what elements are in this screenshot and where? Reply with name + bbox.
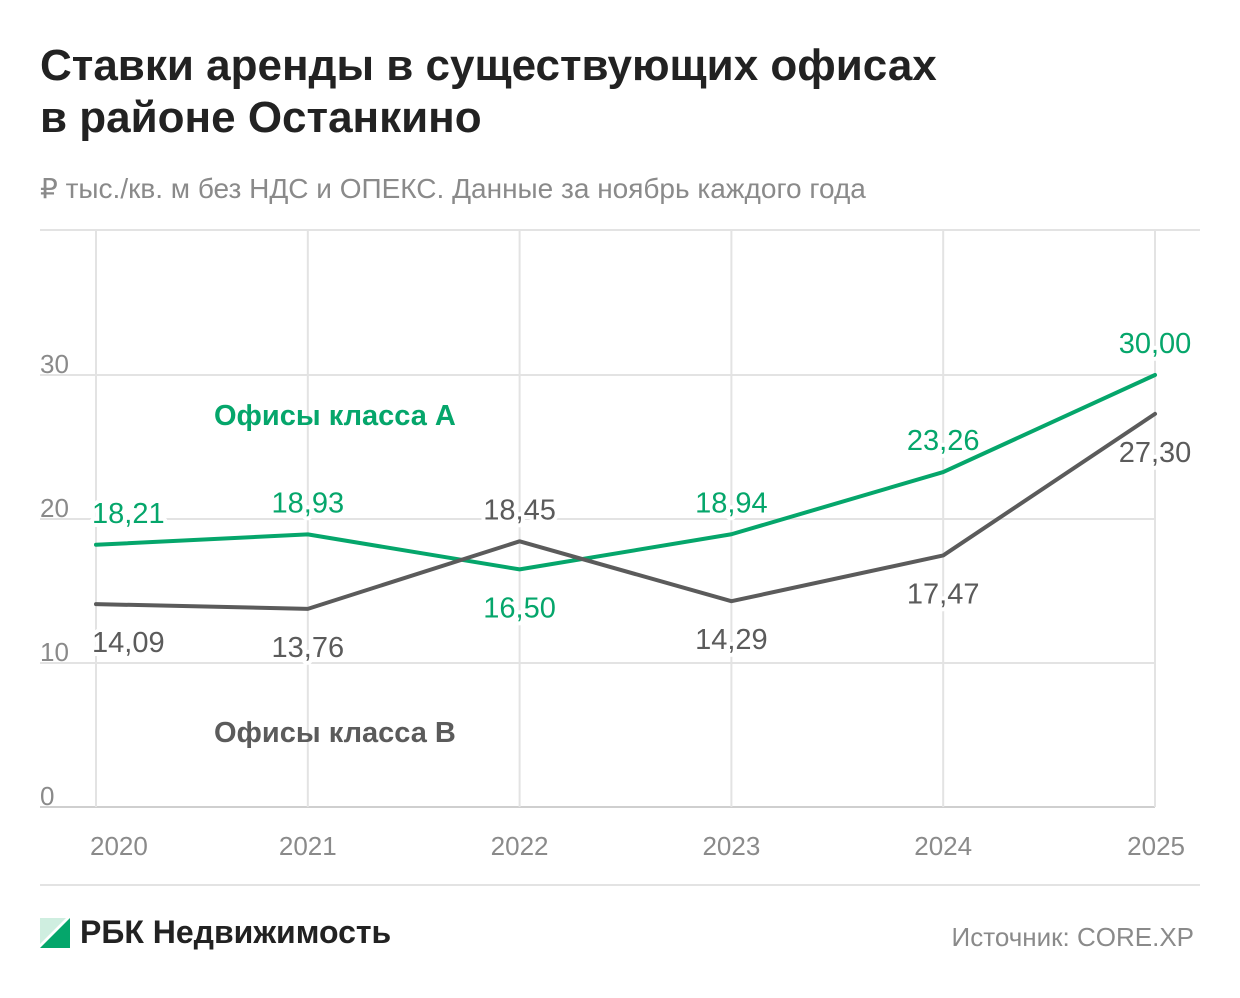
chart-title: Ставки аренды в существующих офисах в ра…	[40, 40, 1200, 144]
y-tick-label: 30	[40, 349, 69, 379]
x-tick-label: 2025	[1127, 831, 1185, 861]
y-tick-label: 10	[40, 637, 69, 667]
x-tick-label: 2022	[491, 831, 549, 861]
chart-title-line-2: в районе Останкино	[40, 93, 482, 142]
series-name-class-b: Офисы класса В	[214, 717, 456, 749]
data-label-class-a: 18,21	[92, 498, 165, 530]
data-label-class-b: 17,47	[907, 578, 980, 610]
y-tick-label: 20	[40, 493, 69, 523]
data-label-class-a: 16,50	[483, 592, 556, 624]
data-label-class-b: 13,76	[272, 632, 345, 664]
bottom-divider	[40, 884, 1200, 886]
data-label-class-b: 27,30	[1119, 437, 1192, 469]
data-label-class-a: 18,94	[695, 487, 768, 519]
data-label-class-a: 30,00	[1119, 328, 1192, 360]
data-label-class-b: 14,09	[92, 627, 165, 659]
data-label-class-b: 18,45	[483, 494, 556, 526]
data-label-class-a: 23,26	[907, 425, 980, 457]
brand-logo: РБК Недвижимость	[40, 914, 391, 951]
top-divider	[40, 229, 1200, 231]
series-line-class-b	[94, 411, 1157, 611]
series-line-class-a	[94, 373, 1157, 572]
data-label-class-a: 18,93	[272, 487, 345, 519]
rbc-logo-icon	[40, 917, 70, 948]
chart-subtitle: ₽ тыс./кв. м без НДС и ОПЕКС. Данные за …	[40, 173, 866, 204]
data-label-class-b: 14,29	[695, 624, 768, 656]
series-name-class-a: Офисы класса А	[214, 400, 456, 432]
x-tick-label: 2021	[279, 831, 337, 861]
y-tick-label: 0	[40, 781, 54, 811]
x-tick-label: 2020	[90, 831, 148, 861]
x-tick-label: 2024	[914, 831, 972, 861]
x-tick-label: 2023	[702, 831, 760, 861]
brand-name: РБК Недвижимость	[80, 914, 392, 950]
chart-title-line-1: Ставки аренды в существующих офисах	[40, 41, 937, 90]
source-note: Источник: CORE.XP	[951, 922, 1194, 952]
